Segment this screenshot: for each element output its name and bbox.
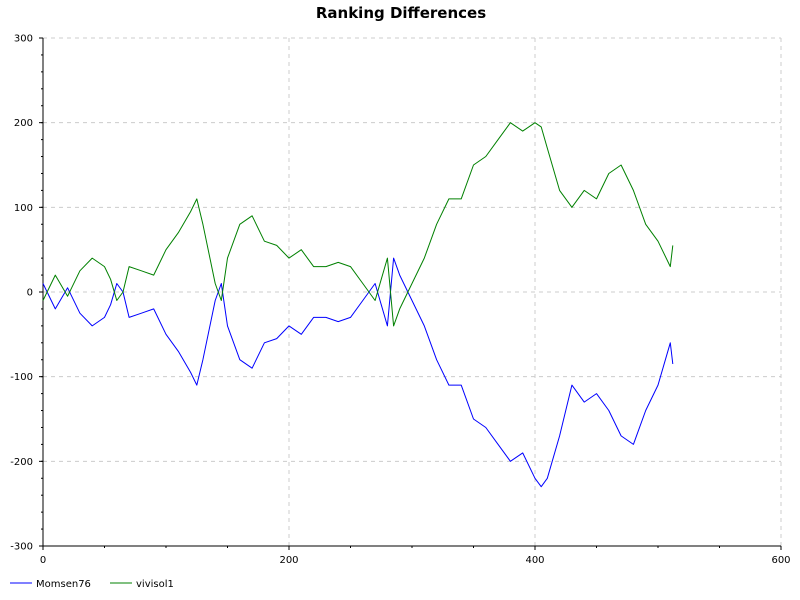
series-line-momsen76 bbox=[42, 257, 674, 488]
y-tick-label-5: 200 bbox=[14, 118, 33, 129]
legend-label-0: Momsen76 bbox=[36, 579, 91, 590]
y-tick-label-6: 300 bbox=[14, 34, 33, 45]
chart-title: Ranking Differences bbox=[316, 4, 486, 22]
y-tick-label-1: -200 bbox=[10, 457, 33, 468]
axes: -300 -200 -100 0 100 200 300 0 200 400 600 bbox=[10, 34, 790, 567]
series-layer bbox=[42, 122, 674, 488]
x-tick-label-0: 0 bbox=[40, 555, 46, 566]
y-tick-label-0: -300 bbox=[10, 542, 33, 553]
grid bbox=[43, 37, 782, 546]
series-line-vivisol1 bbox=[42, 122, 674, 327]
x-tick-label-3: 600 bbox=[771, 555, 790, 566]
y-tick-label-4: 100 bbox=[14, 203, 33, 214]
legend-label-1: vivisol1 bbox=[136, 579, 174, 590]
y-tick-label-2: -100 bbox=[10, 372, 33, 383]
y-tick-label-3: 0 bbox=[27, 288, 33, 299]
x-tick-label-2: 400 bbox=[525, 555, 544, 566]
legend: Momsen76 vivisol1 bbox=[10, 579, 174, 590]
x-tick-label-1: 200 bbox=[279, 555, 298, 566]
